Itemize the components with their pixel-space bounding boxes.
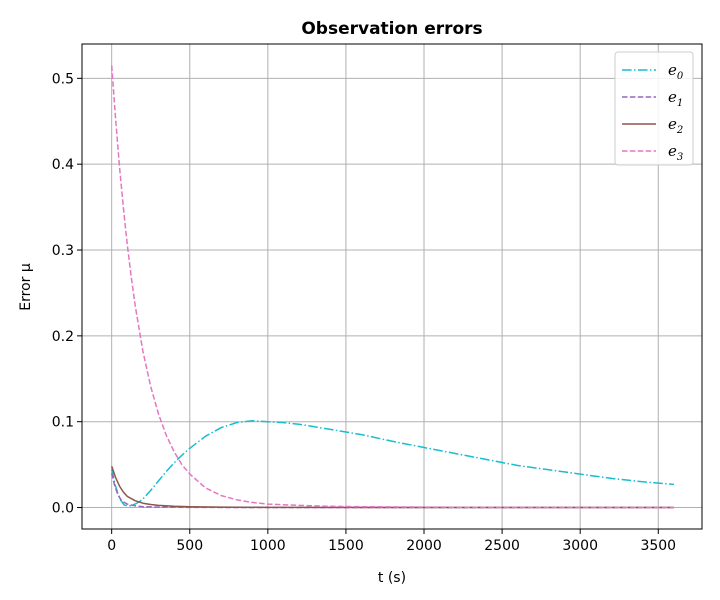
x-tick-label: 1500 [328, 538, 364, 554]
x-tick-label: 500 [176, 538, 203, 554]
y-tick-label: 0.5 [52, 71, 74, 87]
plot-frame [81, 43, 703, 530]
x-axis-label: t (s) [378, 570, 406, 586]
series-line-e2 [110, 466, 674, 509]
x-tick-label: 3000 [562, 538, 598, 554]
legend-label: e2 [668, 115, 683, 136]
series-lines [110, 65, 674, 509]
legend-label: e1 [668, 88, 683, 109]
x-tick-label: 1000 [250, 538, 286, 554]
y-tick-label: 0.0 [52, 501, 74, 517]
y-tick-label: 0.1 [52, 415, 74, 431]
legend-label: e3 [668, 142, 683, 163]
x-tick-label: 2500 [484, 538, 520, 554]
y-tick-label: 0.4 [52, 157, 74, 173]
y-tick-label: 0.2 [52, 329, 74, 345]
x-tick-label: 2000 [406, 538, 442, 554]
series-line-e1 [110, 473, 674, 509]
axis-ticks: 0 500 1000 1500 2000 2500 3000 3500 0.0 0.1 0.2 0.3… [52, 71, 676, 554]
x-tick-label: 3500 [640, 538, 676, 554]
grid [82, 44, 702, 529]
series-line-e3 [110, 65, 674, 509]
y-tick-label: 0.3 [52, 243, 74, 259]
legend: e0 e1 e2 e3 [614, 51, 694, 166]
legend-label: e0 [668, 61, 684, 82]
x-tick-label: 0 [107, 538, 116, 554]
y-axis-label: Error μ [18, 263, 34, 311]
chart-title: Observation errors [301, 19, 482, 39]
legend-box [614, 51, 694, 166]
series-line-e0 [110, 420, 674, 507]
